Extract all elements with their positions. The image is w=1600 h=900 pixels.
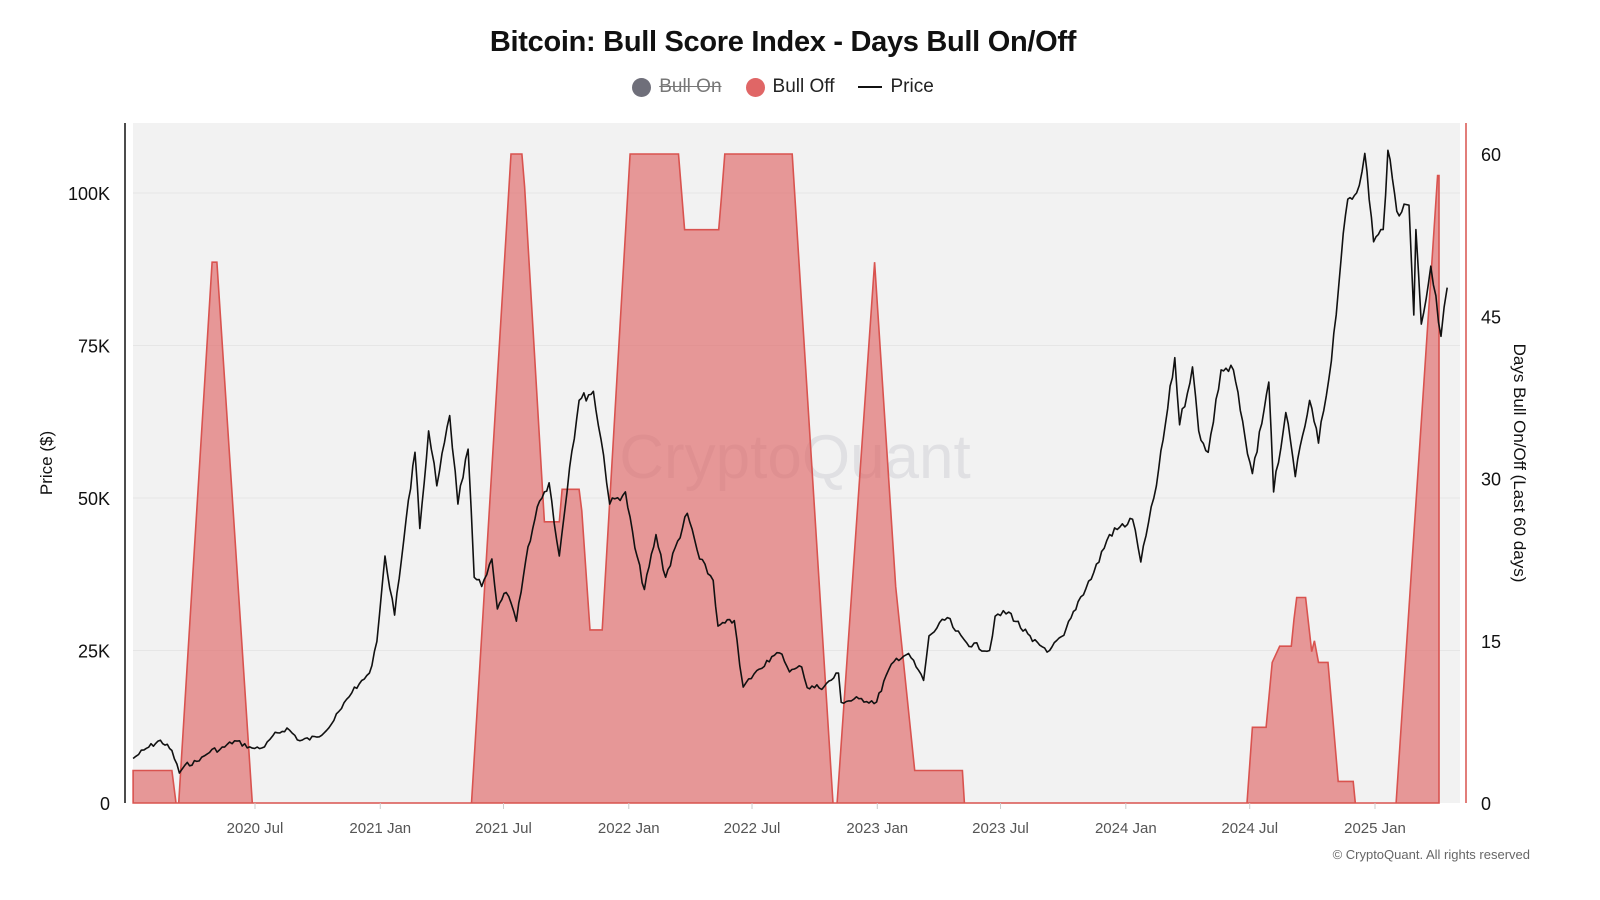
- left-tick-label: 0: [100, 794, 110, 814]
- x-tick-label: 2023 Jul: [972, 820, 1029, 837]
- chart-title: Bitcoin: Bull Score Index - Days Bull On…: [489, 26, 1077, 58]
- bull-off-swatch-icon: [745, 77, 765, 97]
- left-tick-label: 100K: [68, 184, 110, 204]
- bull-off-area: [132, 153, 1440, 804]
- x-tick-label: 2024 Jul: [1221, 820, 1278, 837]
- copyright: © CryptoQuant. All rights reserved: [1332, 847, 1530, 862]
- legend-item-price[interactable]: Price: [858, 76, 934, 98]
- right-tick-label: 60: [1481, 145, 1501, 165]
- x-tick-label: 2021 Jan: [349, 820, 411, 837]
- left-tick-label: 25K: [78, 642, 110, 662]
- price-line-swatch-icon: [858, 86, 883, 88]
- legend-label: Bull On: [659, 76, 722, 97]
- x-tick-label: 2023 Jan: [846, 820, 908, 837]
- left-tick-label: 75K: [78, 337, 110, 357]
- left-axis-label: Price ($): [37, 431, 56, 495]
- left-tick-label: 50K: [78, 489, 110, 509]
- price-line: [132, 149, 1448, 774]
- legend: Bull On Bull Off Price: [0, 76, 1566, 98]
- right-tick-label: 15: [1481, 632, 1501, 652]
- right-tick-label: 45: [1481, 307, 1501, 327]
- legend-item-bull-off[interactable]: Bull Off: [745, 76, 835, 98]
- x-tick-label: 2025 Jan: [1344, 820, 1406, 837]
- right-axis-label: Days Bull On/Off (Last 60 days): [1510, 344, 1529, 583]
- right-tick-label: 0: [1481, 794, 1491, 814]
- x-tick-label: 2020 Jul: [227, 820, 284, 837]
- x-tick-label: 2024 Jan: [1095, 820, 1157, 837]
- legend-label: Price: [890, 76, 934, 97]
- x-tick-label: 2022 Jan: [598, 820, 660, 837]
- x-tick-label: 2022 Jul: [724, 820, 781, 837]
- legend-item-bull-on[interactable]: Bull On: [632, 76, 722, 98]
- x-tick-label: 2021 Jul: [475, 820, 532, 837]
- right-tick-label: 30: [1481, 470, 1501, 490]
- bull-on-swatch-icon: [632, 77, 652, 97]
- legend-label: Bull Off: [772, 76, 835, 97]
